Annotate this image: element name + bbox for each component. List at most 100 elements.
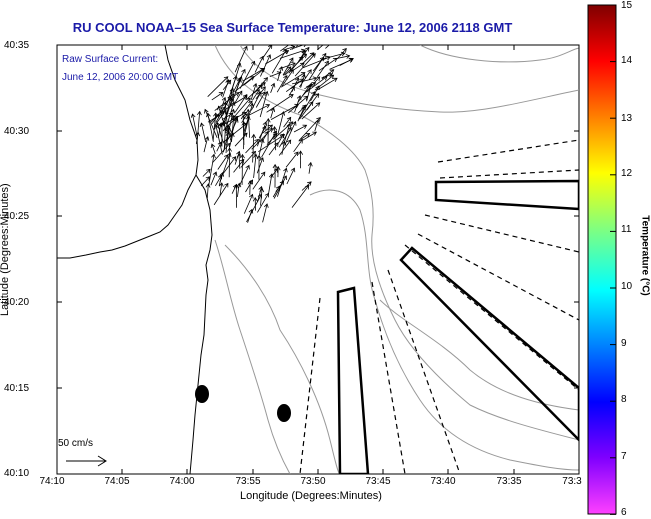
current-vector-head bbox=[252, 82, 258, 88]
current-vector-head bbox=[294, 77, 300, 82]
current-vector bbox=[285, 78, 304, 93]
current-vector bbox=[250, 83, 257, 100]
current-vector-head bbox=[279, 133, 284, 139]
current-vector bbox=[321, 73, 333, 79]
current-vector-head bbox=[243, 45, 248, 51]
current-vector bbox=[208, 154, 215, 186]
current-vector-head bbox=[239, 158, 245, 164]
scale-arrow bbox=[66, 455, 107, 467]
current-vector bbox=[300, 133, 310, 140]
colorbar-tick-label: 7 bbox=[621, 451, 627, 462]
current-vector-head bbox=[284, 50, 290, 55]
bathymetry-contour bbox=[224, 244, 341, 474]
current-annotation-line1: Raw Surface Current: bbox=[62, 54, 159, 65]
current-vector bbox=[252, 134, 255, 163]
current-vector bbox=[298, 117, 321, 141]
x-tick-label: 74:00 bbox=[169, 476, 195, 487]
current-vector-head bbox=[329, 69, 335, 74]
current-vector-head bbox=[268, 127, 273, 133]
y-tick-label: 40:10 bbox=[4, 468, 30, 479]
current-vector bbox=[281, 141, 285, 155]
current-vector-head bbox=[298, 56, 304, 61]
current-vector-head bbox=[231, 114, 236, 120]
current-vector-head bbox=[315, 102, 321, 107]
current-vector-head bbox=[305, 46, 310, 52]
current-vector-head bbox=[312, 131, 317, 136]
current-vector bbox=[277, 111, 284, 135]
current-vector-head bbox=[261, 86, 266, 92]
bathymetry-contour bbox=[214, 45, 579, 441]
current-vector-head bbox=[252, 197, 258, 202]
current-vector-head bbox=[206, 168, 211, 174]
current-vector-head bbox=[290, 86, 295, 91]
x-tick-label: 73:55 bbox=[235, 476, 261, 487]
current-vector bbox=[238, 165, 250, 188]
current-vector-head bbox=[342, 48, 347, 53]
current-vector bbox=[274, 126, 277, 151]
y-tick-label: 40:35 bbox=[4, 40, 30, 51]
current-vector-head bbox=[273, 168, 279, 173]
bathymetry-contour bbox=[214, 239, 291, 474]
current-vector bbox=[278, 127, 292, 148]
current-vector bbox=[216, 141, 222, 152]
current-vector bbox=[270, 104, 299, 120]
current-vector bbox=[231, 184, 237, 194]
x-tick-label: 74:10 bbox=[39, 476, 65, 487]
colorbar-tick-label: 12 bbox=[621, 168, 633, 179]
current-vector bbox=[272, 185, 280, 198]
current-vector-head bbox=[231, 156, 237, 161]
current-vector bbox=[273, 175, 287, 199]
colorbar-tick-label: 14 bbox=[621, 55, 633, 66]
current-vector-head bbox=[316, 117, 321, 122]
current-vector-head bbox=[241, 121, 247, 126]
current-vector-head bbox=[236, 153, 242, 158]
current-vector bbox=[210, 171, 217, 186]
x-axis-label: Longitude (Degrees:Minutes) bbox=[240, 490, 382, 502]
current-vector bbox=[277, 168, 287, 197]
current-vector-head bbox=[340, 51, 346, 57]
current-vector bbox=[325, 45, 330, 49]
current-vector-head bbox=[206, 112, 211, 118]
current-vector bbox=[245, 139, 259, 154]
current-vector-head bbox=[264, 203, 269, 208]
current-vector-head bbox=[238, 90, 243, 96]
current-vector-head bbox=[255, 89, 260, 94]
current-vector-head bbox=[238, 75, 243, 81]
current-vector-head bbox=[253, 153, 259, 159]
current-vector-head bbox=[205, 176, 211, 181]
x-tick-label: 73:50 bbox=[300, 476, 326, 487]
colorbar-tick-label: 10 bbox=[621, 281, 633, 292]
current-vector-head bbox=[309, 52, 315, 57]
current-vector-head bbox=[225, 142, 231, 148]
current-vector bbox=[229, 133, 234, 148]
current-vector bbox=[234, 76, 255, 93]
current-vector bbox=[297, 104, 307, 114]
current-vector bbox=[237, 183, 240, 197]
coastline bbox=[57, 45, 213, 474]
current-vector-head bbox=[229, 87, 235, 93]
current-vector-head bbox=[229, 97, 235, 103]
current-vector bbox=[217, 154, 229, 170]
current-vector bbox=[292, 77, 317, 85]
current-vector bbox=[260, 188, 263, 206]
current-vector-head bbox=[223, 101, 228, 107]
current-vector-head bbox=[292, 120, 297, 126]
current-vector-head bbox=[300, 72, 306, 77]
current-vector-head bbox=[294, 151, 299, 157]
current-vector bbox=[215, 125, 223, 155]
current-vector-head bbox=[226, 79, 232, 85]
y-tick-label: 40:20 bbox=[4, 297, 30, 308]
colorbar-label: Temperature (°C) bbox=[639, 215, 651, 296]
current-vector bbox=[223, 121, 226, 134]
plot-frame bbox=[56, 44, 580, 475]
current-vector bbox=[286, 168, 295, 185]
current-vector bbox=[270, 168, 279, 179]
x-tick-label: 73:40 bbox=[430, 476, 456, 487]
current-vector-head bbox=[268, 45, 273, 49]
current-vector bbox=[245, 179, 253, 193]
current-vector-head bbox=[307, 69, 312, 74]
current-vector bbox=[282, 57, 294, 76]
current-vector bbox=[211, 143, 216, 155]
current-vector-head bbox=[287, 126, 292, 132]
